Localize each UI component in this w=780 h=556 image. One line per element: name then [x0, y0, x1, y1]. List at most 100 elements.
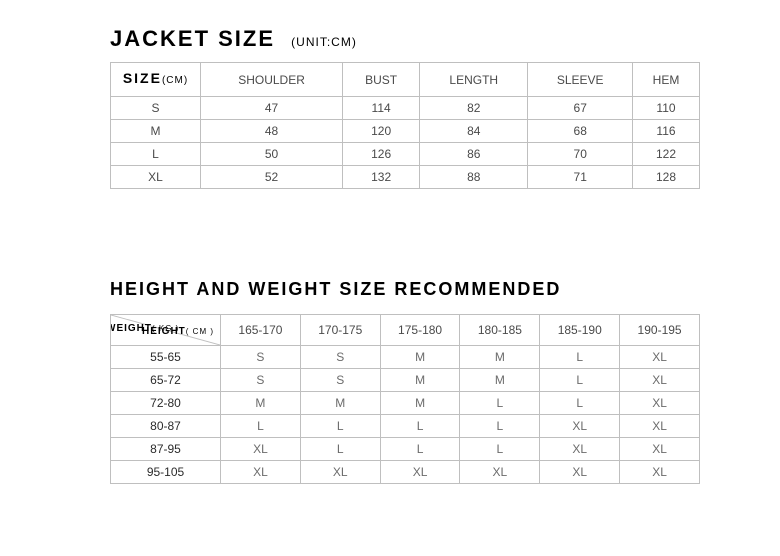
- rec-cell: XL: [540, 438, 620, 461]
- table-row: S471148267110: [111, 97, 700, 120]
- rec-cell: L: [300, 438, 380, 461]
- weight-cell: 87-95: [111, 438, 221, 461]
- rec-cell: S: [221, 346, 301, 369]
- size-col-unit: (CM): [162, 75, 188, 86]
- size-cell: L: [111, 143, 201, 166]
- weight-cell: 55-65: [111, 346, 221, 369]
- weight-label: WEIGHT( KG ): [111, 315, 180, 345]
- rec-cell: L: [380, 438, 460, 461]
- value-cell: 116: [633, 120, 700, 143]
- rec-cell: XL: [380, 461, 460, 484]
- rec-cell: L: [460, 415, 540, 438]
- rec-cell: S: [300, 369, 380, 392]
- value-cell: 82: [420, 97, 528, 120]
- hw-corner-cell: HEIGHT( CM ) WEIGHT( KG ): [111, 315, 221, 346]
- value-cell: 110: [633, 97, 700, 120]
- value-cell: 128: [633, 166, 700, 189]
- value-cell: 120: [343, 120, 420, 143]
- rec-cell: XL: [540, 461, 620, 484]
- rec-cell: XL: [460, 461, 540, 484]
- value-cell: 47: [201, 97, 343, 120]
- height-range-5: 190-195: [620, 315, 700, 346]
- size-cell: M: [111, 120, 201, 143]
- value-cell: 67: [528, 97, 633, 120]
- value-cell: 126: [343, 143, 420, 166]
- height-unit: ( CM ): [186, 327, 214, 336]
- table-row: 80-87LLLLXLXL: [111, 415, 700, 438]
- rec-cell: XL: [300, 461, 380, 484]
- table-row: XL521328871128: [111, 166, 700, 189]
- table-row: L501268670122: [111, 143, 700, 166]
- rec-cell: L: [540, 346, 620, 369]
- rec-cell: M: [380, 392, 460, 415]
- rec-cell: XL: [540, 415, 620, 438]
- size-cell: XL: [111, 166, 201, 189]
- rec-cell: L: [221, 415, 301, 438]
- value-cell: 50: [201, 143, 343, 166]
- table-row: 55-65SSMMLXL: [111, 346, 700, 369]
- weight-label-text: WEIGHT: [111, 323, 153, 334]
- rec-cell: L: [300, 415, 380, 438]
- rec-cell: M: [380, 369, 460, 392]
- rec-cell: L: [540, 369, 620, 392]
- value-cell: 88: [420, 166, 528, 189]
- weight-unit: ( KG ): [152, 324, 179, 333]
- col-hem: HEM: [633, 63, 700, 97]
- rec-cell: XL: [221, 461, 301, 484]
- rec-cell: S: [300, 346, 380, 369]
- rec-cell: M: [221, 392, 301, 415]
- rec-cell: XL: [620, 369, 700, 392]
- col-bust: BUST: [343, 63, 420, 97]
- rec-cell: L: [460, 392, 540, 415]
- weight-cell: 95-105: [111, 461, 221, 484]
- weight-cell: 72-80: [111, 392, 221, 415]
- value-cell: 86: [420, 143, 528, 166]
- value-cell: 122: [633, 143, 700, 166]
- value-cell: 84: [420, 120, 528, 143]
- weight-cell: 80-87: [111, 415, 221, 438]
- rec-cell: L: [380, 415, 460, 438]
- value-cell: 52: [201, 166, 343, 189]
- weight-cell: 65-72: [111, 369, 221, 392]
- table-row: 95-105XLXLXLXLXLXL: [111, 461, 700, 484]
- value-cell: 114: [343, 97, 420, 120]
- rec-table: HEIGHT( CM ) WEIGHT( KG ) 165-170 170-17…: [110, 314, 700, 484]
- col-shoulder: SHOULDER: [201, 63, 343, 97]
- table-row: 72-80MMMLLXL: [111, 392, 700, 415]
- value-cell: 70: [528, 143, 633, 166]
- table-row: M481208468116: [111, 120, 700, 143]
- rec-cell: XL: [620, 461, 700, 484]
- rec-cell: M: [380, 346, 460, 369]
- height-range-0: 165-170: [221, 315, 301, 346]
- height-range-2: 175-180: [380, 315, 460, 346]
- rec-cell: L: [460, 438, 540, 461]
- height-range-3: 180-185: [460, 315, 540, 346]
- value-cell: 71: [528, 166, 633, 189]
- col-length: LENGTH: [420, 63, 528, 97]
- rec-cell: XL: [620, 392, 700, 415]
- table-row: 65-72SSMMLXL: [111, 369, 700, 392]
- size-cell: S: [111, 97, 201, 120]
- jacket-size-title: JACKET SIZE (UNIT:CM): [110, 26, 720, 52]
- rec-cell: XL: [620, 415, 700, 438]
- jacket-unit: (UNIT:CM): [291, 35, 357, 49]
- height-range-4: 185-190: [540, 315, 620, 346]
- rec-cell: M: [460, 346, 540, 369]
- jacket-title-text: JACKET SIZE: [110, 26, 275, 51]
- rec-cell: XL: [620, 438, 700, 461]
- value-cell: 68: [528, 120, 633, 143]
- size-col-header: SIZE(CM): [111, 63, 201, 97]
- rec-cell: S: [221, 369, 301, 392]
- table-row: 87-95XLLLLXLXL: [111, 438, 700, 461]
- jacket-size-table: SIZE(CM) SHOULDER BUST LENGTH SLEEVE HEM…: [110, 62, 700, 189]
- rec-cell: M: [300, 392, 380, 415]
- height-range-1: 170-175: [300, 315, 380, 346]
- rec-cell: XL: [620, 346, 700, 369]
- rec-cell: L: [540, 392, 620, 415]
- rec-title: HEIGHT AND WEIGHT SIZE RECOMMENDED: [110, 279, 720, 300]
- value-cell: 48: [201, 120, 343, 143]
- size-col-label: SIZE: [123, 70, 162, 86]
- col-sleeve: SLEEVE: [528, 63, 633, 97]
- value-cell: 132: [343, 166, 420, 189]
- rec-cell: XL: [221, 438, 301, 461]
